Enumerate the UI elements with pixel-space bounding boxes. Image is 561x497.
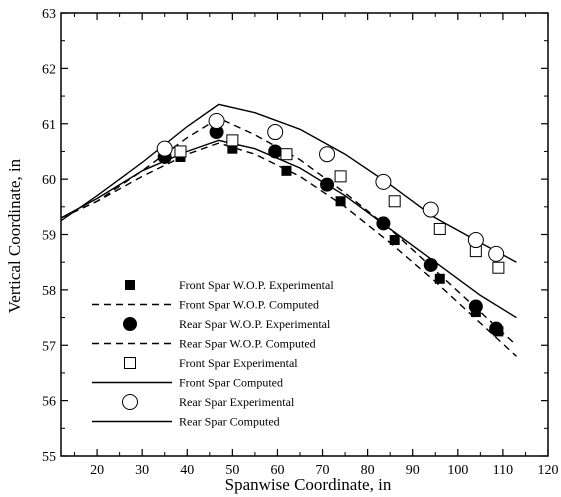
x-tick-label: 50: [225, 463, 239, 478]
legend-marker-swatch: [125, 280, 135, 290]
legend-marker-swatch: [124, 357, 136, 369]
series-7-point: [375, 173, 392, 190]
series-3-point: [268, 144, 283, 159]
legend-label: Rear Spar W.O.P. Computed: [179, 337, 316, 351]
series-5-point: [280, 148, 293, 161]
y-tick-label: 58: [42, 284, 56, 299]
x-tick-label: 100: [447, 463, 468, 478]
x-tick-label: 20: [90, 463, 104, 478]
axes-layer: 20 30 40 50 60 70 80 90 100 110 120 55 56 57 58 59 60 61 6…: [42, 7, 559, 478]
legend: Front Spar W.O.P. Experimental Front Spar…: [92, 278, 334, 429]
series-5-point: [433, 222, 446, 235]
series-7-point: [267, 124, 284, 141]
legend-label: Rear Spar Experimental: [179, 395, 295, 409]
y-tick-label: 57: [42, 339, 56, 354]
series-7-point: [319, 146, 336, 163]
legend-marker-swatch: [122, 394, 138, 410]
x-tick-label: 120: [538, 463, 559, 478]
legend-entry: Front Spar Experimental: [124, 356, 298, 370]
series-7-point: [208, 112, 225, 129]
series-5-point: [226, 134, 239, 147]
y-tick-label: 60: [42, 173, 56, 188]
series-5-point: [174, 145, 187, 158]
legend-entry: Rear Spar W.O.P. Computed: [92, 337, 316, 351]
legend-label: Front Spar W.O.P. Experimental: [179, 278, 334, 292]
y-axis-title: Vertical Coordinate, in: [5, 158, 24, 313]
legend-label: Front Spar W.O.P. Computed: [179, 298, 319, 312]
series-3-point: [320, 177, 335, 192]
series-8-line: [61, 103, 517, 263]
legend-entry: Front Spar W.O.P. Experimental: [125, 278, 334, 292]
y-tick-label: 63: [42, 7, 56, 22]
y-tick-label: 59: [42, 229, 56, 244]
series-1-point: [434, 273, 445, 284]
x-axis-title: Spanwise Coordinate, in: [225, 475, 392, 494]
x-tick-label: 90: [406, 463, 420, 478]
series-7-point: [467, 232, 484, 249]
series-1-point: [281, 165, 292, 176]
series-3-point: [376, 216, 391, 231]
legend-label: Rear Spar W.O.P. Experimental: [179, 317, 331, 331]
y-tick-label: 62: [42, 62, 56, 77]
series-markers: [156, 112, 505, 337]
y-tick-label: 61: [42, 118, 56, 133]
legend-label: Front Spar Computed: [179, 376, 283, 390]
series-5-point: [388, 195, 401, 208]
legend-marker-swatch: [123, 317, 137, 331]
legend-entry: Rear Spar W.O.P. Experimental: [123, 317, 331, 331]
series-7-point: [488, 245, 505, 262]
legend-entry: Rear Spar Experimental: [122, 394, 295, 410]
y-tick-label: 55: [42, 450, 56, 465]
series-7-point: [422, 201, 439, 218]
series-5-point: [492, 261, 505, 274]
series-5-point: [334, 170, 347, 183]
y-tick-label: 56: [42, 395, 56, 410]
series-layer: [61, 103, 517, 357]
series-1-point: [227, 143, 238, 154]
series-6-line: [61, 139, 517, 319]
series-3-point: [209, 125, 224, 140]
legend-entry: Front Spar W.O.P. Computed: [92, 298, 319, 312]
x-tick-label: 30: [135, 463, 149, 478]
legend-entry: Front Spar Computed: [92, 376, 283, 390]
x-tick-label: 70: [316, 463, 330, 478]
series-3-point: [423, 257, 438, 272]
series-1-point: [335, 196, 346, 207]
legend-label: Rear Spar Computed: [179, 415, 280, 429]
x-tick-label: 110: [493, 463, 513, 478]
series-7-point: [156, 140, 173, 157]
series-3-point: [489, 321, 504, 336]
series-3-point: [468, 299, 483, 314]
x-tick-label: 80: [361, 463, 375, 478]
x-tick-label: 40: [180, 463, 194, 478]
x-tick-label: 60: [270, 463, 284, 478]
series-1-point: [389, 235, 400, 246]
legend-label: Front Spar Experimental: [179, 356, 298, 370]
series-2-line: [61, 142, 517, 357]
legend-entry: Rear Spar Computed: [92, 415, 280, 429]
